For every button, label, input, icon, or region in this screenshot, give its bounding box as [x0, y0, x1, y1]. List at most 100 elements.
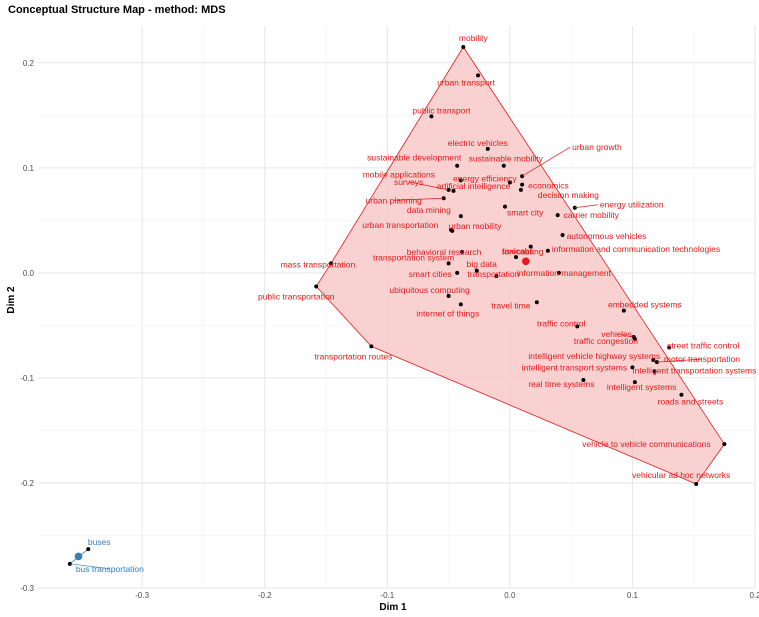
point-label: travel time [491, 300, 530, 310]
point-label: smart cities [409, 269, 452, 279]
y-tick-label: -0.2 [20, 479, 34, 488]
point-labels: mobility urban transport public transport e… [69, 33, 757, 574]
point-label: bus transportation [76, 564, 144, 574]
point-label: mass transportation [281, 259, 356, 269]
data-point [476, 73, 481, 78]
axis-ticks: -0.3 -0.2 -0.1 0.0 0.1 0.2 -0.3 -0.2 -0.1 0.0 0.1 0… [20, 59, 759, 600]
data-point [455, 163, 460, 168]
data-point [514, 255, 518, 260]
point-label: vehicular ad hoc networks [632, 470, 730, 480]
data-point [507, 180, 512, 185]
data-point [474, 268, 479, 273]
point-label: taxicabs [502, 246, 533, 256]
point-label: intelligent vehicle highway systems [528, 351, 660, 361]
point-label: internet of things [416, 308, 479, 318]
data-point [621, 308, 626, 313]
point-label: data mining [407, 205, 451, 215]
data-point [446, 293, 451, 298]
data-point [534, 300, 539, 305]
point-label: economics [528, 181, 569, 191]
label-leader-line [408, 181, 449, 191]
data-point [86, 547, 91, 552]
point-label: vehicles [601, 329, 632, 339]
data-point [461, 45, 466, 50]
point-label: big data [467, 259, 498, 269]
point-label: transportation system [373, 252, 454, 262]
data-point [581, 378, 586, 383]
data-point [446, 261, 451, 266]
data-point [494, 274, 499, 279]
point-label: real time systems [528, 379, 594, 389]
point-label: energy efficiency [453, 174, 517, 184]
point-label: autonomous vehicles [567, 231, 647, 241]
point-label: sustainable mobility [469, 154, 544, 164]
point-label: motor transportation [664, 354, 740, 364]
label-leader-line [616, 333, 634, 338]
label-leader-line [656, 358, 702, 363]
y-tick-label: 0.1 [23, 164, 35, 173]
data-point [555, 213, 560, 218]
x-tick-label: 0.2 [749, 591, 759, 600]
x-tick-label: 0.1 [627, 591, 639, 600]
cluster-centroid [74, 552, 83, 561]
data-point [667, 345, 672, 350]
data-point [455, 270, 460, 275]
point-label: mobile applications [363, 169, 435, 179]
data-point [485, 146, 490, 151]
point-label: surveys [394, 177, 423, 187]
point-label: behavioral research [407, 247, 482, 257]
data-point [630, 365, 635, 370]
label-leader-line [521, 146, 571, 177]
point-label: forecasting [502, 247, 544, 257]
y-tick-label: -0.3 [20, 584, 34, 593]
data-point [314, 284, 319, 289]
data-point [528, 244, 533, 249]
x-tick-label: 0.0 [504, 591, 516, 600]
data-point [458, 178, 463, 183]
point-label: traffic congestion [574, 336, 638, 346]
cluster-hull [315, 46, 725, 485]
point-label: roads and streets [658, 397, 724, 407]
data-point [560, 233, 565, 238]
point-label: intelligent systems [607, 382, 676, 392]
data-point [451, 188, 456, 193]
cluster-centroid [522, 257, 530, 266]
data-point [694, 482, 699, 487]
x-tick-label: -0.1 [380, 591, 394, 600]
data-point [328, 261, 333, 266]
point-label: transportation [467, 269, 519, 279]
y-tick-label: -0.1 [20, 374, 34, 383]
point-label: decision making [538, 190, 599, 200]
data-point [458, 214, 463, 219]
data-point [556, 270, 561, 275]
data-point [722, 442, 727, 447]
point-label: smart city [507, 208, 544, 218]
point-label: street traffic control [667, 340, 739, 350]
label-leader-line [69, 563, 110, 570]
data-point [460, 249, 465, 254]
data-point [632, 380, 637, 385]
point-label: intelligent transportation systems [633, 366, 757, 376]
y-tick-label: 0.2 [23, 59, 35, 68]
point-label: urban transport [437, 77, 495, 87]
data-point [679, 392, 684, 397]
data-point [458, 302, 463, 307]
data-point [575, 324, 580, 329]
data-point [501, 163, 506, 168]
point-label: urban transportation [362, 220, 438, 230]
point-label: urban growth [572, 142, 622, 152]
point-label: intelligent transport systems [522, 362, 627, 372]
y-axis-title: Dim 2 [6, 286, 17, 314]
data-point [429, 114, 434, 119]
point-label: artificial intelligence [437, 181, 511, 191]
point-label: public transport [412, 105, 471, 115]
y-tick-label: 0.0 [23, 269, 35, 278]
point-label: transportation routes [314, 351, 392, 361]
data-point [449, 227, 454, 232]
point-label: buses [88, 537, 111, 547]
chart-title: Conceptual Structure Map - method: MDS [8, 4, 226, 16]
point-label: energy utilization [600, 200, 664, 210]
data-point [651, 358, 656, 363]
point-label: urban mobility [449, 221, 503, 231]
